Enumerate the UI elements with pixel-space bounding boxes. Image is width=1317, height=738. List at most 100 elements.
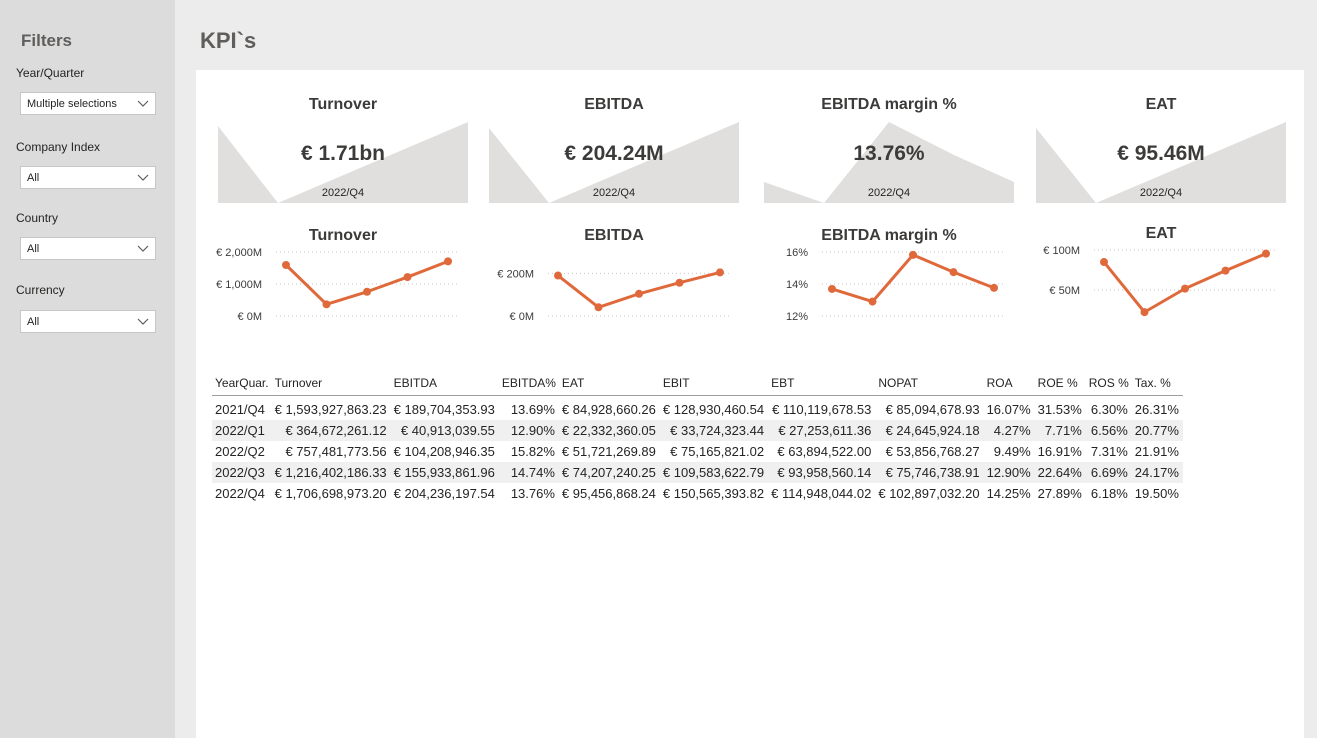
y-tick-label: € 1,000M — [216, 279, 262, 291]
table-cell: € 85,094,678.93 — [885, 402, 980, 418]
table-cell: € 63,894,522.00 — [777, 444, 872, 459]
table-cell: € 1,593,927,863.23 — [274, 402, 387, 418]
table-cell: 7.71% — [1034, 420, 1086, 441]
data-point[interactable] — [554, 271, 562, 280]
card-title: EBITDA — [584, 96, 644, 113]
series-line — [831, 253, 995, 304]
data-point[interactable] — [949, 268, 958, 277]
column-header[interactable]: Turnover — [271, 373, 391, 396]
column-header[interactable]: YearQuar. — [212, 373, 272, 396]
country-label: Country — [16, 211, 59, 225]
table-cell: 20.77% — [1131, 420, 1183, 441]
y-tick-label: 16% — [786, 248, 808, 259]
turnover-line-chart[interactable]: € 0M € 1,000M € 2,000M — [206, 248, 466, 333]
table-cell: 4.27% — [983, 420, 1035, 441]
data-point[interactable] — [635, 289, 643, 298]
y-tick-label: € 2,000M — [216, 248, 262, 259]
filter-pane: Filters Year/Quarter Multiple selections… — [0, 0, 175, 738]
table-cell: 16.91% — [1037, 444, 1082, 459]
company-index-value: All — [27, 172, 40, 184]
table-cell: € 74,207,240.25 — [558, 462, 660, 483]
data-point[interactable] — [282, 260, 290, 269]
y-tick-label: € 0M — [238, 311, 262, 323]
kpi-card-turnover[interactable]: Turnover € 1.71bn 2022/Q4 — [218, 70, 468, 203]
table-cell: € 53,856,768.27 — [885, 444, 980, 459]
column-header[interactable]: Tax. % — [1131, 373, 1183, 396]
country-dropdown[interactable]: All — [20, 237, 156, 260]
data-point[interactable] — [444, 257, 452, 266]
data-point[interactable] — [363, 287, 371, 296]
table-cell: € 51,721,269.89 — [561, 444, 656, 459]
data-point[interactable] — [403, 273, 412, 282]
column-header[interactable]: ROE % — [1034, 373, 1086, 396]
table-cell: 31.53% — [1037, 402, 1082, 418]
ebitda-margin-line-chart[interactable]: 12% 14% 16% — [752, 248, 1012, 333]
currency-label: Currency — [16, 283, 65, 297]
series-line — [284, 259, 449, 306]
company-index-dropdown[interactable]: All — [20, 166, 156, 189]
data-point[interactable] — [1262, 249, 1270, 258]
table-cell: € 189,704,353.93 — [393, 402, 495, 418]
country-value: All — [27, 243, 40, 255]
data-point[interactable] — [828, 284, 836, 293]
ebitda-line-chart[interactable]: € 0M € 200M — [478, 248, 738, 333]
data-point[interactable] — [716, 268, 724, 277]
kpi-table[interactable]: YearQuar. Turnover EBITDA EBITDA% EAT EBIT EBT… — [212, 373, 1183, 504]
table-row: 2022/Q2 € 757,481,773.56 € 104,208,946.35 1… — [212, 441, 1183, 462]
column-header[interactable]: ROS % — [1085, 373, 1132, 396]
data-point[interactable] — [909, 250, 917, 259]
table-cell: 12.90% — [983, 462, 1035, 483]
data-point[interactable] — [594, 303, 603, 312]
card-period: 2022/Q4 — [1139, 187, 1183, 199]
y-tick-label: € 50M — [1049, 285, 1080, 297]
kpi-card-ebitda[interactable]: EBITDA € 204.24M 2022/Q4 — [489, 70, 739, 203]
table-cell: 14.74% — [498, 462, 559, 483]
sparkline-area — [1036, 122, 1286, 203]
data-point[interactable] — [1181, 284, 1189, 293]
kpi-card-eat[interactable]: EAT € 95.46M 2022/Q4 — [1036, 70, 1286, 203]
card-title: Turnover — [308, 96, 378, 113]
data-point[interactable] — [1221, 266, 1230, 275]
ebitda-margin-chart-title: EBITDA margin % — [821, 227, 957, 244]
table-cell: € 1,706,698,973.20 — [274, 486, 387, 501]
column-header[interactable]: NOPAT — [875, 373, 984, 396]
column-header[interactable]: EBIT — [659, 373, 769, 396]
series-line — [1102, 252, 1267, 314]
chevron-down-icon — [137, 245, 149, 252]
chevron-down-icon — [137, 318, 149, 325]
table-row: 2021/Q4 € 1,593,927,863.23 € 189,704,353.9… — [212, 395, 1183, 420]
column-header[interactable]: EAT — [558, 373, 660, 396]
report-canvas: Turnover € 1.71bn 2022/Q4 EBITDA € 204.2… — [196, 70, 1304, 738]
year-quarter-dropdown[interactable]: Multiple selections — [20, 92, 156, 115]
column-header[interactable]: EBITDA — [390, 373, 499, 396]
data-point[interactable] — [322, 300, 331, 309]
card-value: € 1.71bn — [300, 142, 386, 165]
table-cell: € 128,930,460.54 — [662, 402, 765, 418]
data-point[interactable] — [868, 297, 877, 306]
data-point[interactable] — [675, 278, 684, 287]
column-header[interactable]: ROA — [983, 373, 1035, 396]
table-cell: 2022/Q1 — [212, 420, 272, 441]
table-row: 2022/Q1 € 364,672,261.12 € 40,913,039.55 12… — [212, 420, 1183, 441]
eat-line-chart[interactable]: € 50M € 100M — [1024, 246, 1284, 331]
company-index-label: Company Index — [16, 140, 101, 154]
y-tick-label: € 100M — [1043, 246, 1080, 257]
table-cell: 6.69% — [1085, 462, 1132, 483]
ebitda-chart-title: EBITDA — [584, 227, 644, 244]
year-quarter-value: Multiple selections — [27, 98, 117, 110]
table-cell: 6.56% — [1085, 420, 1132, 441]
data-point[interactable] — [1140, 308, 1149, 317]
table-cell: € 364,672,261.12 — [271, 420, 391, 441]
table-cell: 14.25% — [986, 486, 1031, 501]
year-quarter-label: Year/Quarter — [16, 66, 85, 80]
kpi-card-ebitda-margin[interactable]: EBITDA margin % 13.76% 2022/Q4 — [764, 70, 1014, 203]
column-header[interactable]: EBITDA% — [498, 373, 559, 396]
table-row: 2022/Q4 € 1,706,698,973.20 € 204,236,197.5… — [212, 483, 1183, 504]
data-point[interactable] — [990, 283, 998, 292]
table-cell: 16.07% — [986, 402, 1031, 418]
y-tick-label: 12% — [786, 311, 808, 323]
currency-dropdown[interactable]: All — [20, 310, 156, 333]
card-title: EBITDA margin % — [821, 96, 957, 113]
column-header[interactable]: EBT — [768, 373, 876, 396]
data-point[interactable] — [1100, 258, 1108, 267]
